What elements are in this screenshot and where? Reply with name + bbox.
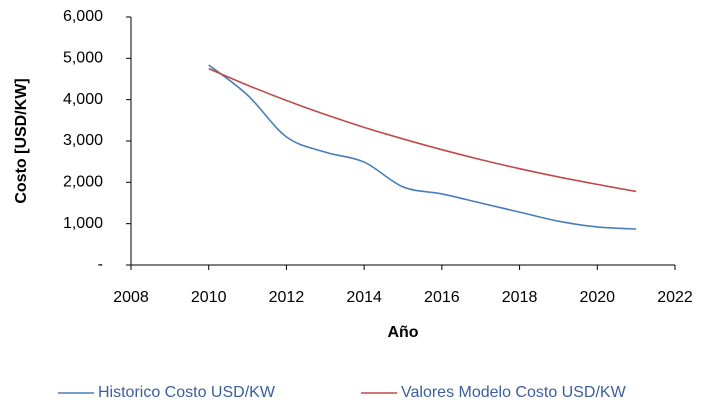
y-tick-label: - — [98, 256, 103, 273]
x-tick-label: 2020 — [579, 289, 615, 306]
x-tick-label: 2012 — [269, 289, 305, 306]
x-tick-label: 2016 — [424, 289, 460, 306]
series-line — [208, 64, 637, 230]
y-tick-label: 5,000 — [63, 50, 103, 67]
x-tick-label: 2018 — [502, 289, 538, 306]
y-tick-label: 2,000 — [63, 174, 103, 191]
y-tick-label: 6,000 — [63, 8, 103, 25]
x-tick-label: 2014 — [346, 289, 382, 306]
legend-label: Historico Costo USD/KW — [98, 384, 276, 401]
legend-label: Valores Modelo Costo USD/KW — [401, 384, 627, 401]
y-tick-label: 3,000 — [63, 132, 103, 149]
y-tick-label: 1,000 — [63, 215, 103, 232]
y-tick-label: 4,000 — [63, 91, 103, 108]
x-tick-label: 2010 — [191, 289, 227, 306]
series-line — [208, 67, 637, 193]
y-axis-title: Costo [USD/KW] — [13, 78, 30, 203]
x-axis-title: Año — [387, 324, 418, 341]
x-tick-label: 2022 — [657, 289, 693, 306]
x-tick-label: 2008 — [113, 289, 149, 306]
